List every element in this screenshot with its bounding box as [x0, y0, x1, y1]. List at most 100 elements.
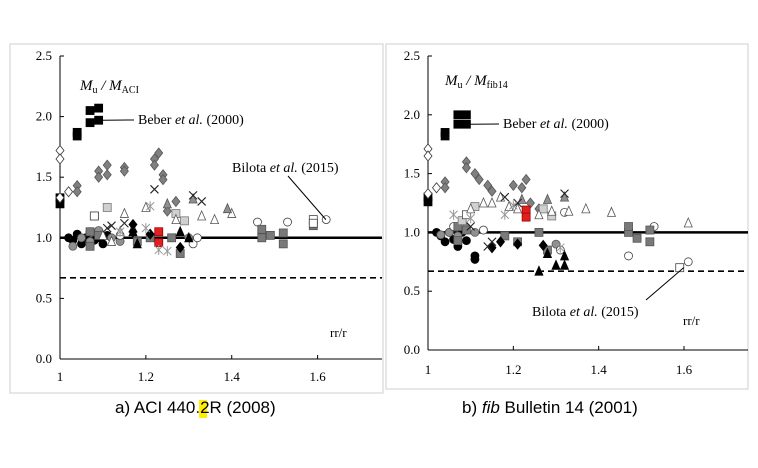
data-point-triangle-outline: [607, 207, 615, 216]
data-point-gray-triangle: [223, 204, 231, 213]
data-point-gray-square: [646, 238, 654, 246]
annotation-label: Beber et al. (2000): [503, 117, 609, 132]
data-point-gray-square: [86, 228, 94, 236]
data-point-triangle-outline: [488, 198, 496, 207]
data-point-star: [116, 227, 124, 237]
data-point-gray-diamond: [103, 160, 111, 170]
data-point-gray-circle: [69, 242, 77, 250]
data-point-white-diamond: [56, 154, 64, 164]
x-tick-label: 1.4: [224, 369, 241, 384]
data-point-gray-square: [279, 240, 287, 248]
data-point-cross-x: [198, 197, 206, 205]
data-point-white-diamond: [433, 183, 441, 193]
annotation-label: Bilota et al. (2015): [232, 161, 339, 176]
x-tick-label: 1.6: [676, 362, 693, 377]
data-point-triangle-outline: [479, 198, 487, 207]
data-point-gray-circle: [437, 231, 445, 239]
data-point-black-square: [95, 116, 103, 124]
y-tick-label: 2.5: [36, 48, 52, 63]
figure-caption: a) ACI 440.2R (2008): [115, 398, 276, 417]
data-point-star: [450, 210, 458, 220]
x-tick-label: 1.6: [309, 369, 326, 384]
y-tick-label: 1.5: [404, 166, 420, 181]
data-point-gray-diamond: [441, 183, 449, 193]
data-point-gray-square: [535, 228, 543, 236]
data-point-gray-square: [279, 229, 287, 237]
y-axis-title: Mu / Mfib14: [444, 73, 508, 91]
y-tick-label: 0.0: [36, 351, 52, 366]
data-point-black-square: [95, 104, 103, 112]
data-point-star: [142, 223, 150, 233]
data-point-triangle-outline: [582, 204, 590, 213]
data-point-gray-diamond: [103, 170, 111, 180]
data-point-gray-triangle: [163, 199, 171, 208]
data-point-white-circle: [684, 258, 692, 266]
data-point-cross-x: [120, 219, 128, 227]
data-point-gray-diamond: [150, 160, 158, 170]
data-point-black-square: [454, 111, 462, 119]
data-point-white-square: [309, 219, 317, 227]
y-tick-label: 0.5: [36, 290, 52, 305]
data-point-black-triangle: [552, 260, 560, 269]
data-point-star: [501, 210, 509, 220]
annotations: Beber et al. (2000) Bilota et al. (2015): [103, 113, 339, 220]
x-tick-label: 1.2: [138, 369, 154, 384]
annotation-leader: [646, 268, 684, 300]
data-point-white-circle: [253, 218, 261, 226]
data-point-white-circle: [479, 226, 487, 234]
data-point-star: [155, 245, 163, 255]
data-point-light-square: [539, 205, 547, 213]
data-point-black-square: [454, 120, 462, 128]
data-point-red-square: [155, 228, 163, 236]
data-point-triangle-outline: [684, 218, 692, 227]
data-point-star: [163, 246, 171, 256]
annotations: Beber et al. (2000)Bilota et al. (2015): [470, 117, 683, 320]
data-point-gray-circle: [77, 234, 85, 242]
y-tick-label: 0.5: [404, 283, 420, 298]
y-tick-label: 2.0: [36, 109, 52, 124]
data-point-white-circle: [193, 234, 201, 242]
data-point-gray-diamond: [172, 196, 180, 206]
data-point-white-diamond: [65, 187, 73, 197]
data-point-light-square: [181, 217, 189, 225]
data-point-gray-square: [86, 242, 94, 250]
figure-caption: b) fib Bulletin 14 (2001): [462, 398, 638, 417]
y-tick-label: 1.0: [404, 224, 420, 239]
data-point-gray-square: [625, 223, 633, 231]
data-point-black-triangle: [176, 227, 184, 236]
data-point-black-square: [86, 119, 94, 127]
data-point-gray-square: [266, 231, 274, 239]
y-tick-label: 2.0: [404, 107, 420, 122]
data-point-gray-square: [633, 234, 641, 242]
data-point-triangle-outline: [198, 211, 206, 220]
data-point-red-square: [522, 213, 530, 221]
data-point-gray-diamond: [509, 180, 517, 190]
data-point-gray-square: [454, 237, 462, 245]
data-point-gray-triangle: [543, 194, 551, 203]
data-point-triangle-outline: [142, 203, 150, 212]
data-point-cross-x: [103, 224, 111, 232]
data-point-gray-diamond: [522, 174, 530, 184]
data-point-white-circle: [625, 252, 633, 260]
data-point-triangle-outline: [211, 215, 219, 224]
annotation-label: Beber et al. (2000): [138, 113, 244, 128]
data-point-cross-x: [150, 185, 158, 193]
data-point-gray-diamond: [462, 163, 470, 173]
data-point-triangle-outline: [120, 209, 128, 218]
data-point-gray-square: [258, 234, 266, 242]
data-point-white-diamond: [424, 151, 432, 161]
data-point-cross-x: [108, 222, 116, 230]
x-tick-label: 1.2: [505, 362, 521, 377]
data-point-light-square: [103, 204, 111, 212]
data-point-gray-diamond: [518, 183, 526, 193]
data-point-black-square: [441, 128, 449, 136]
data-point-triangle-outline: [505, 202, 513, 211]
plot-area-frame: [386, 44, 748, 389]
data-point-gray-square: [258, 225, 266, 233]
data-point-gray-diamond: [95, 172, 103, 182]
data-point-gray-square: [646, 226, 654, 234]
data-point-black-circle: [99, 240, 107, 248]
